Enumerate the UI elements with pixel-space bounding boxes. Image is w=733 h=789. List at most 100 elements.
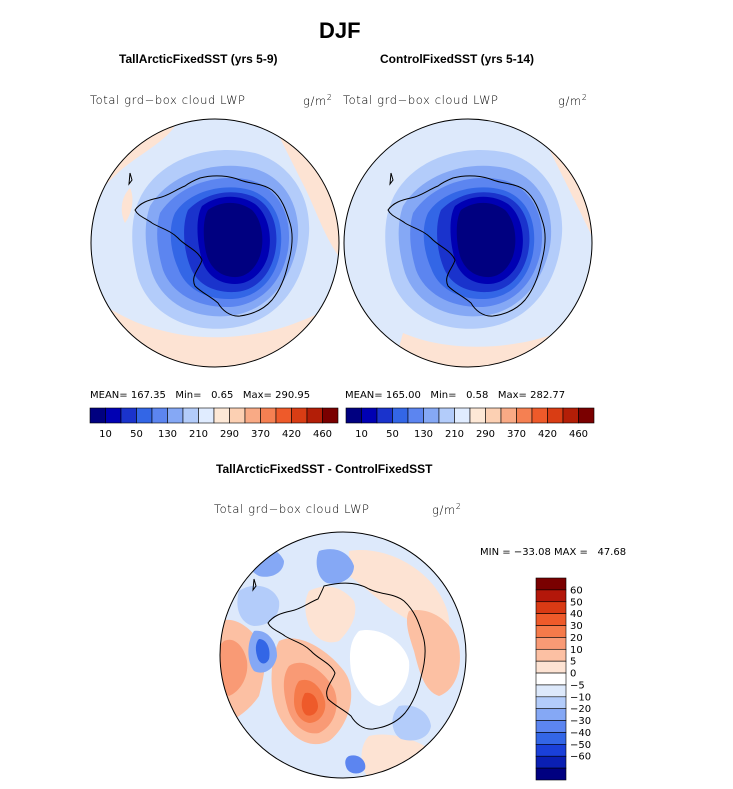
colorbar-swatch: [213, 407, 230, 424]
colorbar-swatch: [535, 767, 567, 781]
colorbar-tick-label: 420: [282, 429, 301, 440]
colorbar-swatch: [535, 601, 567, 614]
colorbar-tick-label: 50: [130, 429, 143, 440]
panel-2-title: ControlFixedSST (yrs 5-14): [380, 52, 535, 66]
colorbar-tick-label: 40: [570, 609, 583, 620]
colorbar-tick-label: −60: [570, 752, 591, 763]
panel-2-variable: Total grd−box cloud LWP: [343, 93, 499, 107]
colorbar-swatch: [423, 407, 440, 424]
coastline: [267, 582, 426, 730]
colorbar-tick-label: −5: [570, 680, 585, 691]
map-panel-1: [90, 118, 340, 368]
colorbar-tick-label: 370: [251, 429, 270, 440]
colorbar-swatch: [438, 407, 455, 424]
diff-positive: [301, 692, 318, 716]
colorbar-swatch: [89, 407, 106, 424]
colorbar-tick-label: 290: [220, 429, 239, 440]
page-title: DJF: [319, 18, 361, 43]
colorbar-tick-label: 420: [538, 429, 557, 440]
panel-1-stats: MEAN= 167.35 Min= 0.65 Max= 290.95: [90, 390, 311, 401]
diff-negative: [345, 755, 366, 774]
colorbar-swatch: [105, 407, 122, 424]
colorbar-tick-label: 10: [570, 645, 583, 656]
colorbar-swatch: [291, 407, 308, 424]
colorbar-swatch: [151, 407, 168, 424]
diff-panel-variable: Total grd−box cloud LWP: [214, 502, 370, 516]
panel-2-units: g/m2: [558, 93, 588, 108]
panel-1-units: g/m2: [303, 93, 333, 108]
diff-positive: [220, 639, 248, 696]
contour-0: [456, 202, 516, 278]
diff-panel-title: TallArcticFixedSST - ControlFixedSST: [216, 462, 433, 476]
colorbar-tick-label: 210: [445, 429, 464, 440]
colorbar-swatch: [306, 407, 323, 424]
colorbar-swatch: [322, 407, 339, 424]
colorbar-tick-label: −20: [570, 704, 591, 715]
colorbar-swatch: [120, 407, 137, 424]
colorbar-swatch: [407, 407, 424, 424]
colorbar-swatch: [454, 407, 471, 424]
colorbar-tick-label: 50: [386, 429, 399, 440]
colorbar-swatch: [535, 625, 567, 638]
colorbar-panel-1: 10 50 130 210 290 370 420 460: [89, 407, 339, 440]
colorbar-tick-label: 210: [189, 429, 208, 440]
diff-positive: [305, 586, 356, 643]
colorbar-swatch: [535, 672, 567, 686]
colorbar-swatch: [535, 744, 567, 757]
coastline: [134, 175, 293, 317]
colorbar-swatch: [182, 407, 199, 424]
panel-2-stats: MEAN= 165.00 Min= 0.58 Max= 282.77: [345, 390, 566, 401]
colorbar-swatch: [547, 407, 564, 424]
coastline: [387, 175, 546, 317]
diff-positive: [406, 610, 460, 696]
colorbar-tick-label: 5: [570, 657, 576, 668]
diff-negative: [255, 639, 270, 664]
colorbar-swatch: [244, 407, 261, 424]
colorbar-swatch: [535, 732, 567, 745]
colorbar-swatch: [469, 407, 486, 424]
colorbar-swatch: [136, 407, 153, 424]
diff-panel-units: g/m2: [432, 502, 462, 517]
peach-region: [121, 188, 133, 223]
colorbar-swatch: [167, 407, 184, 424]
colorbar-swatch: [275, 407, 292, 424]
colorbar-panel-2: 10 50 130 210 290 370 420 460: [345, 407, 595, 440]
colorbar-tick-label: 290: [476, 429, 495, 440]
panel-1-variable: Total grd−box cloud LWP: [90, 93, 246, 107]
colorbar-tick-label: 460: [569, 429, 588, 440]
colorbar-tick-label: −50: [570, 740, 591, 751]
colorbar-swatch: [485, 407, 502, 424]
colorbar-swatch: [392, 407, 409, 424]
colorbar-swatch: [361, 407, 378, 424]
colorbar-swatch: [535, 684, 567, 698]
colorbar-tick-label: 10: [355, 429, 368, 440]
colorbar-swatch: [376, 407, 393, 424]
colorbar-swatch: [198, 407, 215, 424]
colorbar-swatch: [535, 613, 567, 626]
diff-negative: [220, 726, 249, 771]
diff-negative: [349, 630, 410, 706]
colorbar-swatch: [531, 407, 548, 424]
colorbar-swatch: [229, 407, 246, 424]
colorbar-swatch: [535, 696, 567, 709]
colorbar-tick-label: 50: [570, 597, 583, 608]
colorbar-tick-label: 0: [570, 669, 576, 680]
diff-negative: [392, 705, 431, 741]
colorbar-swatch: [535, 708, 567, 721]
colorbar-tick-label: −10: [570, 692, 591, 703]
colorbar-tick-label: 10: [99, 429, 112, 440]
colorbar-tick-label: 20: [570, 633, 583, 644]
diff-panel-stats: MIN = −33.08 MAX = 47.68: [480, 547, 627, 558]
diff-negative: [237, 585, 280, 626]
colorbar-swatch: [535, 755, 567, 769]
colorbar-tick-label: 130: [158, 429, 177, 440]
coastline: [252, 578, 257, 592]
panel-1-title: TallArcticFixedSST (yrs 5-9): [119, 52, 278, 66]
colorbar-swatch: [535, 589, 567, 603]
colorbar-tick-label: 370: [507, 429, 526, 440]
diff-positive: [361, 734, 434, 778]
colorbar-tick-label: 60: [570, 585, 583, 596]
coastline: [128, 172, 133, 186]
map-panel-2: [343, 118, 593, 368]
diff-negative: [316, 549, 354, 584]
